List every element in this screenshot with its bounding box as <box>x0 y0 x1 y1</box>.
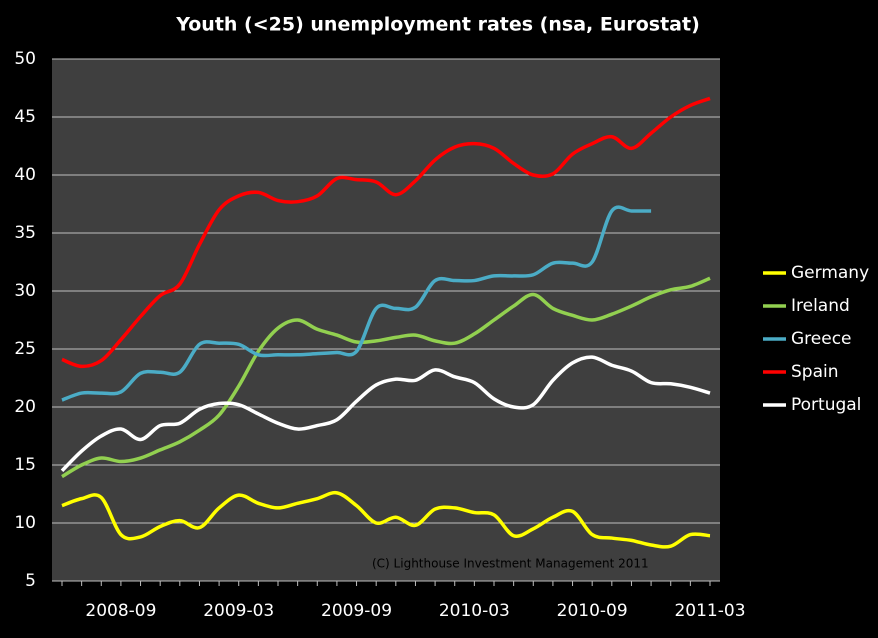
legend-label: Portugal <box>791 395 861 415</box>
legend-label: Greece <box>791 329 852 349</box>
x-tick-label: 2008-09 <box>85 601 156 621</box>
plot-area <box>52 59 720 581</box>
x-tick-label: 2009-03 <box>203 601 274 621</box>
y-tick-label: 25 <box>14 339 36 359</box>
x-tick-label: 2011-03 <box>674 601 745 621</box>
y-tick-label: 50 <box>14 49 36 69</box>
y-tick-label: 40 <box>14 165 36 185</box>
y-tick-label: 20 <box>14 397 36 417</box>
y-tick-label: 30 <box>14 281 36 301</box>
y-tick-label: 35 <box>14 223 36 243</box>
chart-title: Youth (<25) unemployment rates (nsa, Eur… <box>175 14 700 36</box>
y-tick-label: 5 <box>25 571 36 591</box>
series-line <box>61 276 711 479</box>
legend-label: Ireland <box>791 296 850 316</box>
series-line <box>61 490 711 549</box>
x-tick-label: 2010-09 <box>557 601 628 621</box>
x-tick-label: 2010-03 <box>439 601 510 621</box>
series-line <box>60 355 711 473</box>
y-tick-label: 10 <box>14 513 36 533</box>
y-tick-label: 15 <box>14 455 36 475</box>
annotation: (C) Lighthouse Investment Management 201… <box>372 557 649 571</box>
x-tick-label: 2009-09 <box>321 601 392 621</box>
legend-label: Germany <box>791 263 869 283</box>
series-line <box>61 96 711 369</box>
y-tick-label: 45 <box>14 107 36 127</box>
legend-label: Spain <box>791 362 839 382</box>
series-line <box>61 205 652 402</box>
